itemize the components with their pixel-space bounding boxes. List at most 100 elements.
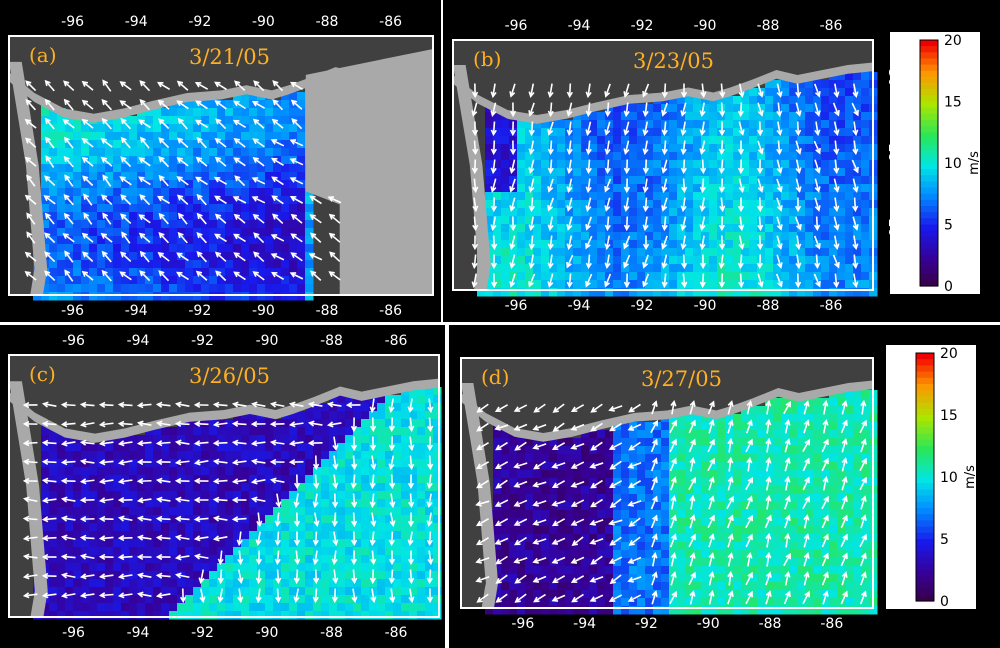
- wind-vector: [662, 159, 668, 173]
- wind-vector-head: [765, 475, 772, 483]
- wind-vector: [766, 458, 770, 472]
- wind-vector-head: [566, 129, 573, 137]
- wind-vector: [25, 271, 37, 281]
- wind-vector-head: [785, 552, 791, 560]
- wind-vector: [272, 195, 284, 205]
- wind-vector-head: [671, 457, 677, 465]
- colorbar-segment: [916, 570, 934, 577]
- wind-vector: [473, 159, 477, 173]
- wind-vector: [853, 197, 857, 211]
- wind-vector: [738, 235, 744, 249]
- lon-tick-label-bottom: -96: [62, 625, 85, 641]
- colorbar-tick-label: 20: [940, 346, 958, 362]
- wind-vector: [585, 273, 593, 287]
- wind-vector: [510, 273, 516, 287]
- wind-vector: [707, 458, 715, 472]
- wind-vector-head: [471, 129, 479, 137]
- wind-vector-head: [727, 419, 734, 426]
- wind-vector: [83, 194, 93, 206]
- wind-vector-head: [98, 440, 106, 447]
- wind-vector: [629, 403, 641, 413]
- wind-vector: [272, 176, 284, 186]
- wind-vector: [159, 213, 169, 225]
- wind-vector-head: [100, 232, 107, 239]
- wind-vector-head: [589, 576, 596, 583]
- wind-vector: [139, 157, 151, 167]
- wind-vector-head: [604, 280, 610, 288]
- wind-vector-head: [44, 98, 51, 106]
- wind-vector: [119, 593, 133, 597]
- wind-vector: [390, 493, 394, 507]
- wind-vector-head: [652, 476, 658, 484]
- wind-vector: [552, 594, 566, 602]
- wind-vector: [238, 569, 242, 583]
- wind-vector-head: [823, 495, 829, 503]
- wind-vector-head: [79, 421, 87, 428]
- wind-vector: [63, 80, 75, 92]
- wind-vector-head: [63, 212, 70, 220]
- wind-vector-head: [252, 271, 259, 277]
- wind-vector: [571, 480, 585, 488]
- wind-vector: [352, 569, 356, 583]
- wind-vector: [333, 531, 337, 545]
- wind-vector: [24, 517, 38, 521]
- wind-vector-head: [24, 194, 32, 201]
- wind-vector: [157, 403, 171, 407]
- wind-vector-head: [623, 167, 631, 175]
- wind-vector-head: [174, 496, 182, 503]
- wind-vector: [821, 553, 829, 567]
- colorbar-segment: [920, 212, 938, 219]
- wind-vector-head: [803, 419, 810, 426]
- wind-vector: [860, 496, 866, 510]
- wind-vector: [529, 102, 535, 116]
- wind-vector-head: [823, 438, 829, 446]
- wind-vector: [775, 273, 783, 287]
- wind-vector: [670, 496, 676, 510]
- wind-vector-head: [233, 157, 240, 164]
- wind-vector: [253, 271, 265, 281]
- wind-vector-head: [719, 205, 726, 213]
- wind-vector: [670, 572, 676, 586]
- wind-vector: [428, 474, 432, 488]
- wind-vector-head: [585, 110, 592, 118]
- colorbar-tick-label: 0: [944, 279, 953, 295]
- wind-vector: [215, 138, 227, 148]
- wind-vector-head: [212, 515, 220, 522]
- wind-vector-head: [628, 444, 635, 451]
- wind-vector-head: [833, 129, 840, 136]
- wind-vector-head: [727, 456, 734, 464]
- wind-vector-head: [861, 419, 867, 427]
- wind-vector: [853, 140, 857, 154]
- wind-vector-head: [331, 558, 338, 566]
- wind-vector-head: [25, 80, 32, 87]
- colorbar-segment: [916, 508, 934, 515]
- wind-vector-head: [728, 495, 734, 503]
- wind-vector: [44, 270, 56, 282]
- wind-vector-head: [756, 205, 764, 213]
- wind-vector: [548, 178, 554, 192]
- wind-vector-head: [814, 262, 821, 270]
- wind-vector: [515, 574, 527, 584]
- wind-vector: [333, 569, 337, 583]
- lon-tick-label-top: -90: [252, 14, 275, 30]
- wind-vector-head: [79, 439, 87, 446]
- wind-vector-head: [747, 533, 753, 541]
- wind-vector-head: [22, 458, 30, 465]
- wind-vector-head: [490, 205, 498, 213]
- wind-vector: [628, 480, 642, 488]
- wind-vector: [390, 417, 394, 431]
- panel-letter: (d): [481, 365, 509, 389]
- wind-vector-head: [590, 501, 597, 508]
- colorbar-segment: [916, 582, 934, 590]
- wind-vector-head: [139, 270, 146, 277]
- wind-vector: [214, 460, 228, 464]
- wind-vector: [477, 479, 489, 489]
- wind-vector: [552, 442, 566, 450]
- wind-vector-head: [195, 156, 203, 163]
- wind-vector: [295, 493, 299, 507]
- wind-vector: [609, 442, 623, 450]
- wind-vector-head: [120, 156, 127, 163]
- wind-vector: [841, 439, 847, 453]
- wind-vector-head: [566, 167, 573, 175]
- wind-vector-head: [590, 482, 597, 489]
